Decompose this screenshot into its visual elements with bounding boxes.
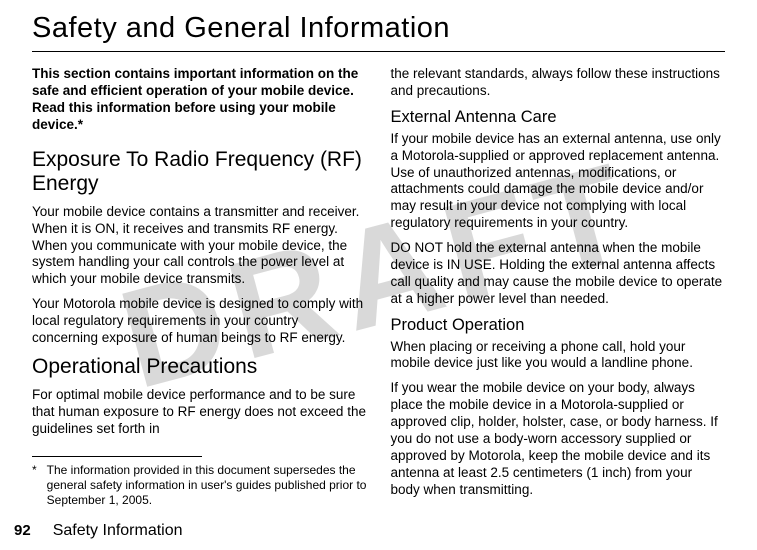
intro-paragraph: This section contains important informat… — [32, 66, 367, 134]
body-text: the relevant standards, always follow th… — [391, 66, 726, 100]
body-text: If your mobile device has an external an… — [391, 131, 726, 232]
heading-rf-energy: Exposure To Radio Frequency (RF) Energy — [32, 148, 367, 196]
body-text: DO NOT hold the external antenna when th… — [391, 240, 726, 308]
page-number: 92 — [14, 522, 31, 539]
right-column: the relevant standards, always follow th… — [391, 66, 726, 508]
body-text: For optimal mobile device performance an… — [32, 387, 367, 438]
two-column-layout: This section contains important informat… — [32, 66, 725, 508]
footnote-separator — [32, 456, 202, 457]
page-footer: 92 Safety Information — [14, 522, 183, 540]
body-text: Your mobile device contains a transmitte… — [32, 204, 367, 288]
footnote-marker: * — [32, 463, 37, 508]
footnote: * The information provided in this docum… — [32, 463, 367, 508]
heading-operational-precautions: Operational Precautions — [32, 355, 367, 379]
heading-external-antenna: External Antenna Care — [391, 108, 726, 127]
left-column: This section contains important informat… — [32, 66, 367, 508]
heading-product-operation: Product Operation — [391, 316, 726, 335]
body-text: When placing or receiving a phone call, … — [391, 339, 726, 373]
footer-section-label: Safety Information — [53, 522, 183, 540]
footnote-text: The information provided in this documen… — [47, 463, 367, 508]
body-text: If you wear the mobile device on your bo… — [391, 380, 726, 498]
page-content: Safety and General Information This sect… — [0, 0, 757, 518]
body-text: Your Motorola mobile device is designed … — [32, 296, 367, 347]
page-title: Safety and General Information — [32, 12, 725, 52]
